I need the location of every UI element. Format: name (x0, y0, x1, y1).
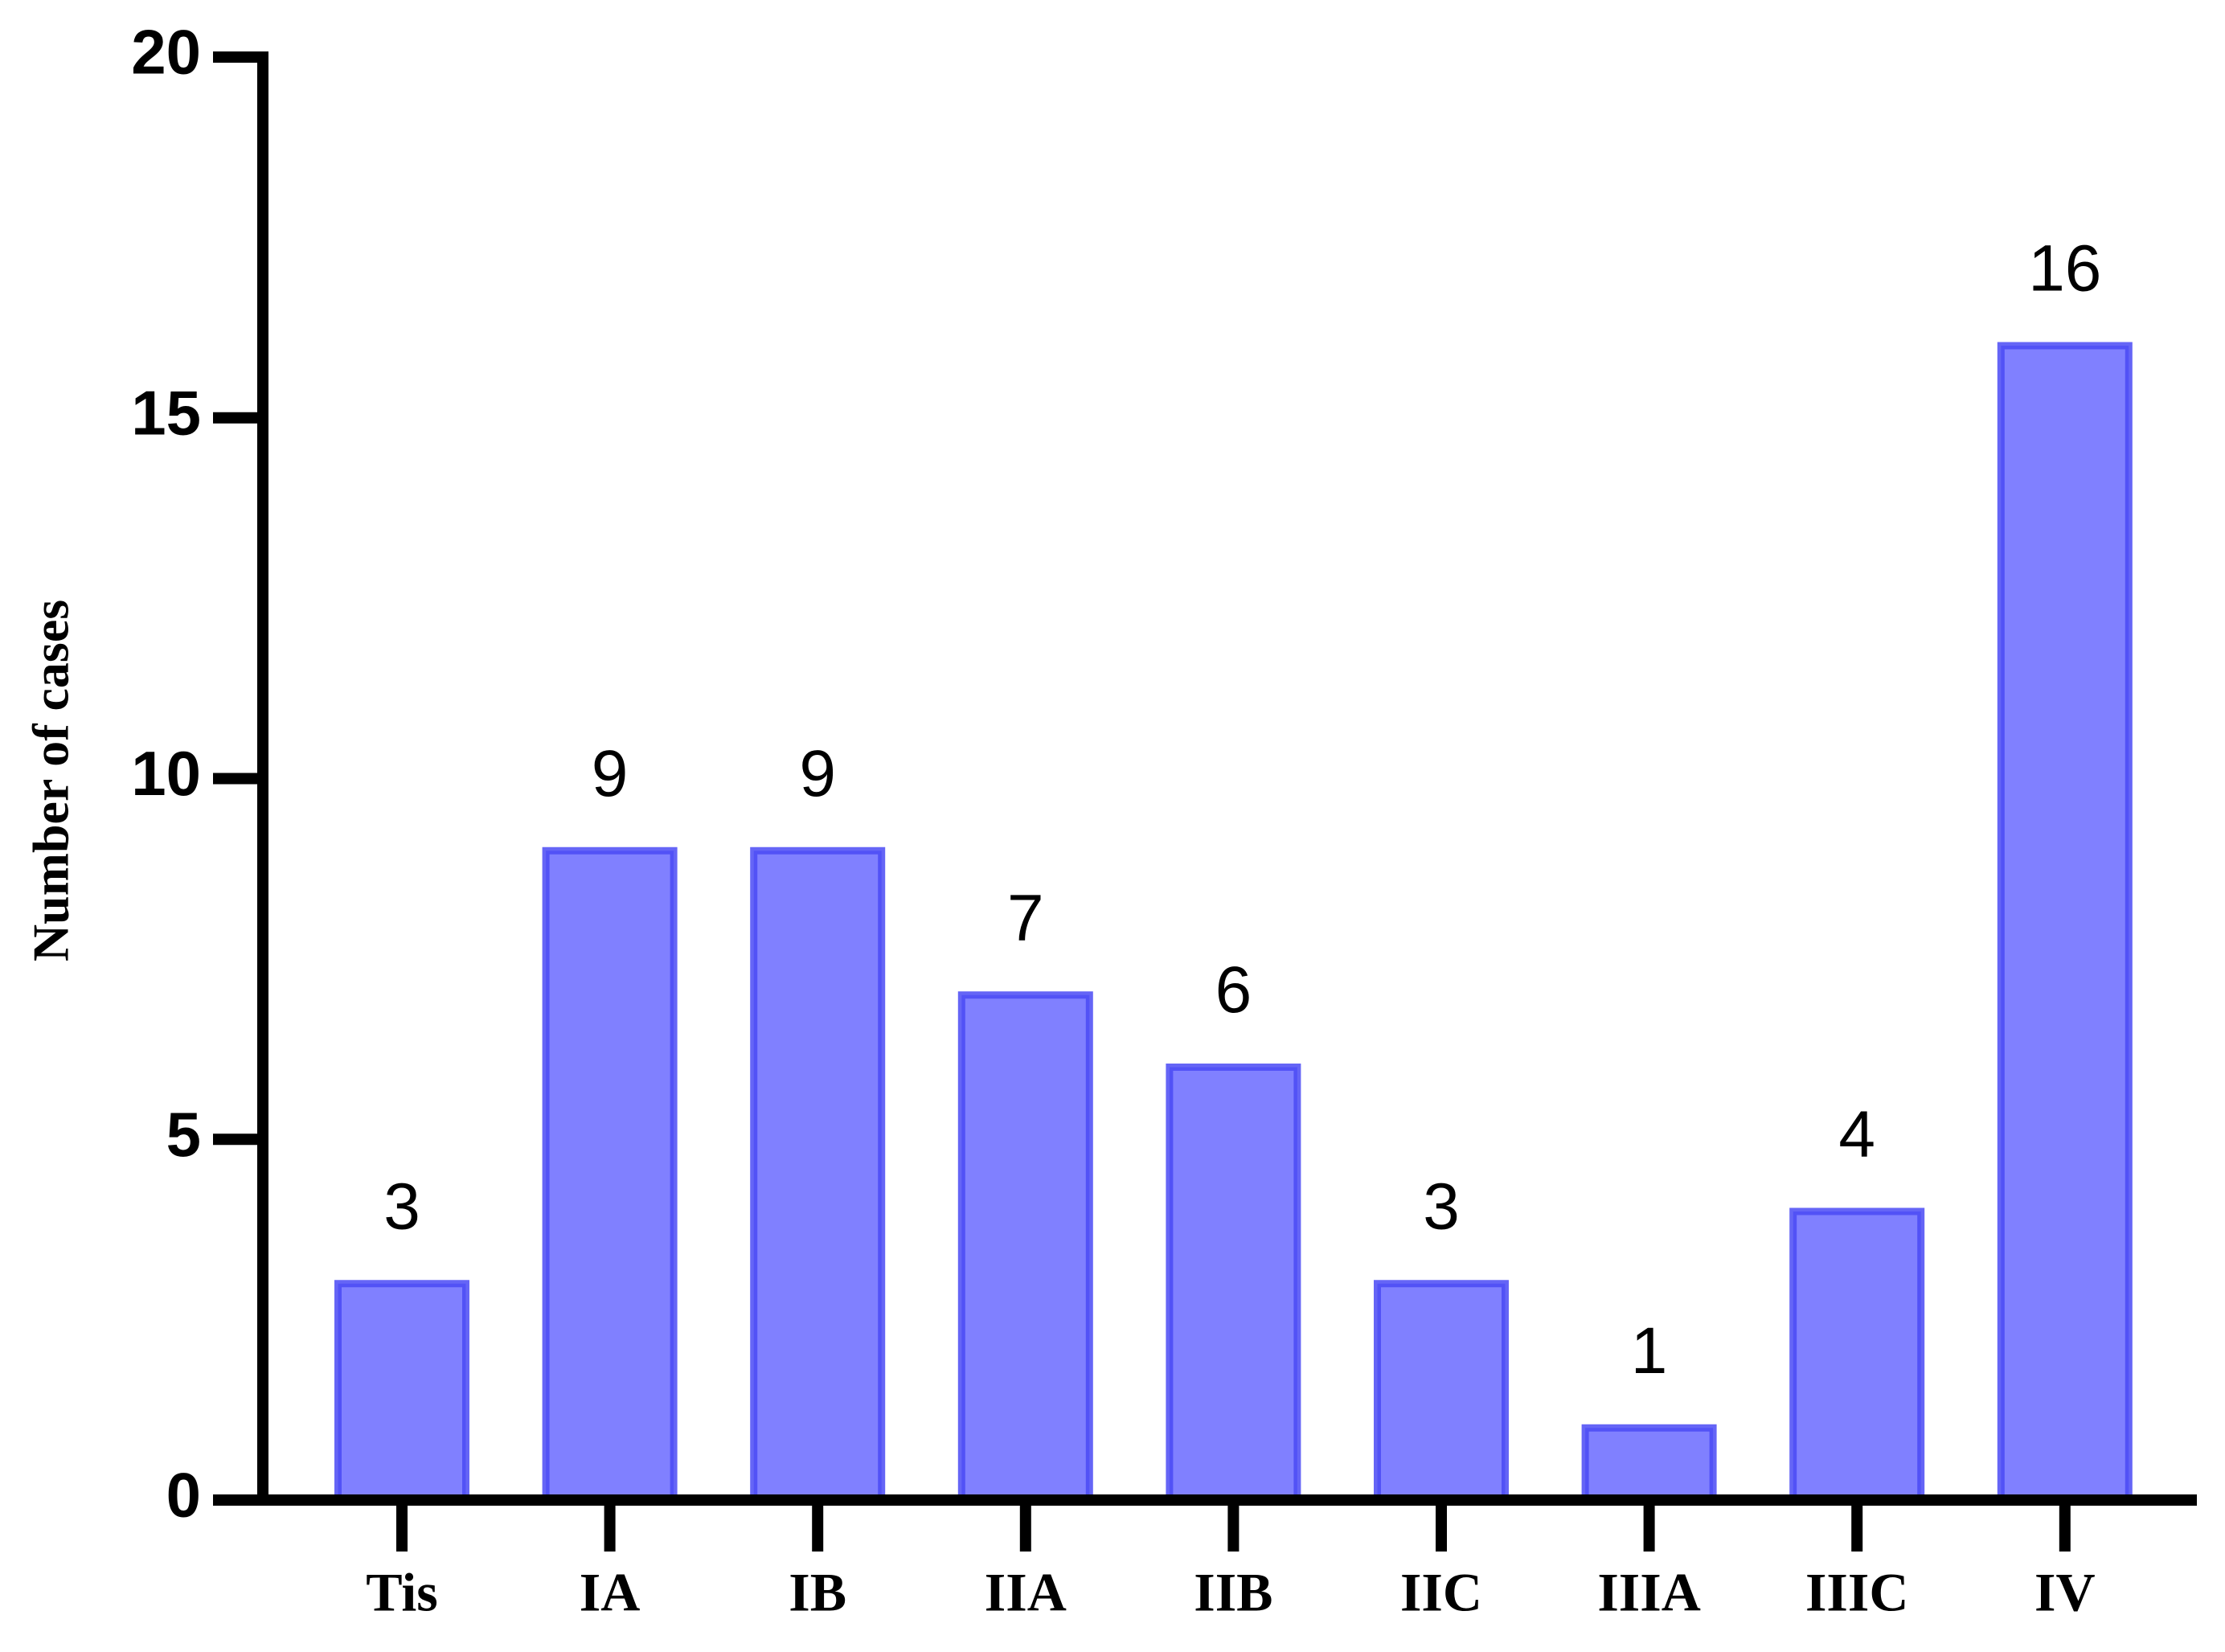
x-tick-label: Tis (366, 1562, 437, 1623)
value-label: 1 (1631, 1314, 1668, 1388)
y-tick-label: 5 (166, 1099, 201, 1170)
x-tick-label: IIIA (1597, 1562, 1701, 1623)
bar (542, 846, 678, 1504)
bar (750, 846, 886, 1504)
y-tick-label: 0 (166, 1460, 201, 1531)
bar (1581, 1424, 1717, 1504)
x-tick-label: IIIC (1805, 1562, 1909, 1623)
x-tick-label: IV (2034, 1562, 2096, 1623)
value-label: 6 (1215, 953, 1252, 1027)
bar (1166, 1064, 1301, 1504)
value-label: 16 (2028, 232, 2101, 305)
bar (1997, 342, 2133, 1504)
y-axis-label: Number of cases (23, 600, 80, 961)
value-label: 7 (1007, 881, 1044, 954)
bar (334, 1280, 469, 1504)
x-tick-label: IIB (1194, 1562, 1272, 1623)
bar (957, 991, 1093, 1504)
x-tick-label: IB (789, 1562, 846, 1623)
x-tick-label: IIC (1400, 1562, 1482, 1623)
bar (1374, 1280, 1509, 1504)
value-label: 9 (592, 737, 629, 810)
y-tick-label: 20 (131, 17, 201, 88)
bar (1789, 1207, 1925, 1504)
value-label: 9 (799, 737, 836, 810)
value-label: 3 (383, 1170, 420, 1243)
x-tick-label: IIA (985, 1562, 1067, 1623)
value-label: 4 (1838, 1098, 1875, 1171)
x-tick-label: IA (580, 1562, 641, 1623)
y-tick-label: 10 (131, 738, 201, 809)
value-label: 3 (1423, 1170, 1460, 1243)
y-tick-label: 15 (131, 377, 201, 448)
